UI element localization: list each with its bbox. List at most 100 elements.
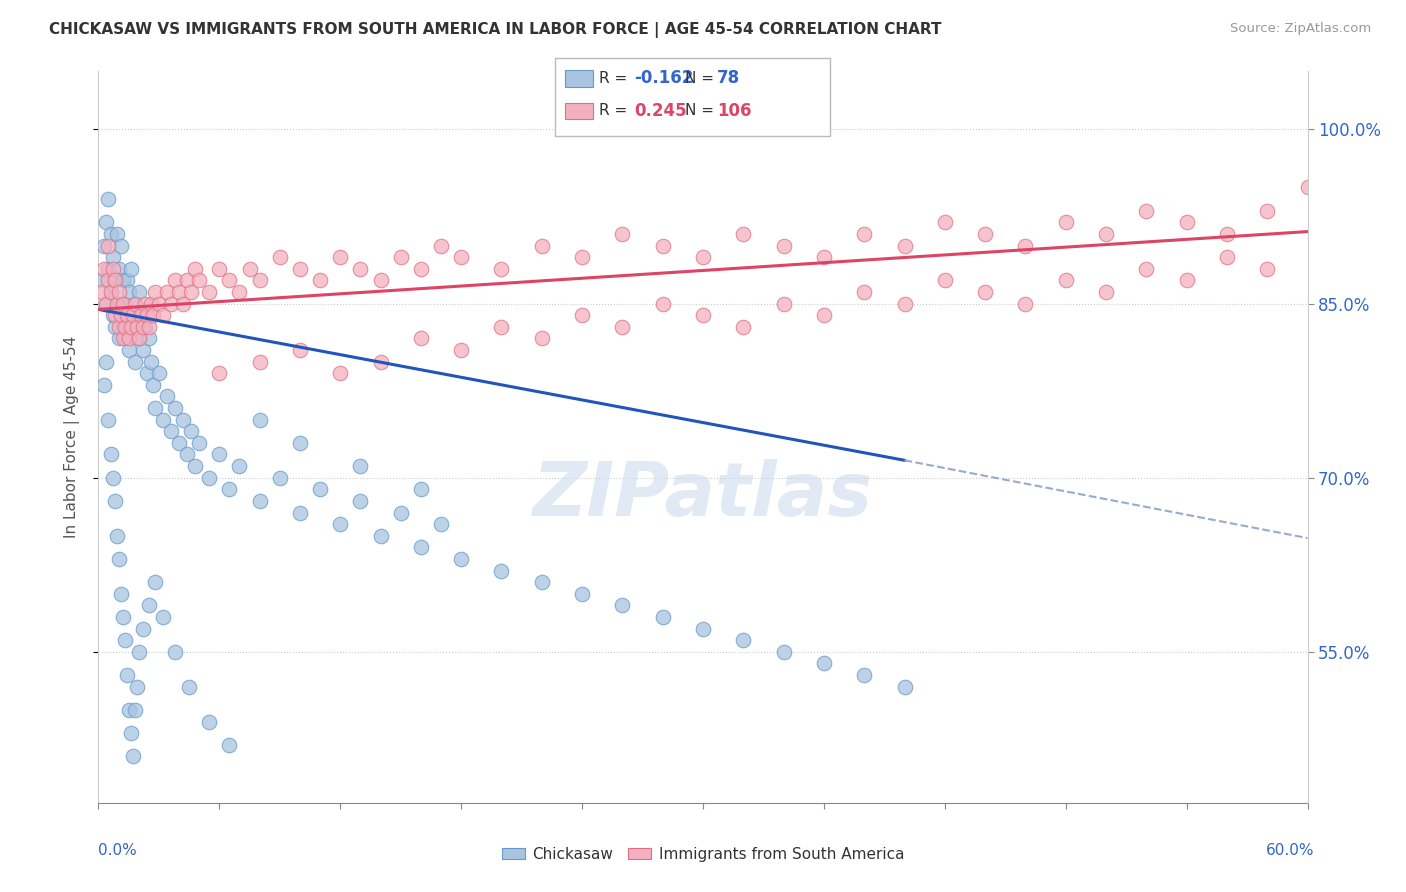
Point xyxy=(105,296,128,310)
Text: 106: 106 xyxy=(717,102,752,120)
Point xyxy=(974,285,997,299)
Point xyxy=(100,448,122,462)
Point xyxy=(571,587,593,601)
Point xyxy=(188,436,211,450)
Point xyxy=(120,726,142,740)
Point xyxy=(853,285,876,299)
Point xyxy=(105,529,128,543)
Point xyxy=(91,285,114,299)
Point xyxy=(163,645,186,659)
Point xyxy=(152,412,174,426)
Point xyxy=(100,227,122,241)
Point xyxy=(152,308,174,322)
Point xyxy=(118,343,141,357)
Point xyxy=(107,285,129,299)
Point xyxy=(772,238,794,252)
Point xyxy=(128,645,150,659)
Point xyxy=(853,227,876,241)
Point xyxy=(138,331,160,345)
Point xyxy=(651,610,673,624)
Point xyxy=(138,599,160,613)
Point xyxy=(491,319,513,334)
Point xyxy=(143,401,166,415)
Point xyxy=(692,622,714,636)
Point xyxy=(934,215,956,229)
Point xyxy=(110,238,132,252)
Point xyxy=(96,296,118,310)
Text: R =: R = xyxy=(599,71,633,86)
Point xyxy=(1135,203,1157,218)
Point xyxy=(111,319,134,334)
Point xyxy=(430,517,453,532)
Text: CHICKASAW VS IMMIGRANTS FROM SOUTH AMERICA IN LABOR FORCE | AGE 45-54 CORRELATIO: CHICKASAW VS IMMIGRANTS FROM SOUTH AMERI… xyxy=(49,22,942,38)
Point xyxy=(329,366,352,380)
Point xyxy=(101,471,124,485)
Point xyxy=(111,296,134,310)
Point xyxy=(142,308,165,322)
Point xyxy=(93,238,115,252)
Point xyxy=(107,261,129,276)
Point xyxy=(530,238,553,252)
Point xyxy=(120,319,142,334)
Point xyxy=(409,331,432,345)
Point xyxy=(129,308,152,322)
Point xyxy=(329,250,352,264)
Point xyxy=(101,250,124,264)
Point xyxy=(409,483,432,497)
Point xyxy=(208,261,231,276)
Text: 0.245: 0.245 xyxy=(634,102,686,120)
Point xyxy=(349,494,371,508)
Point xyxy=(124,703,146,717)
Point xyxy=(172,412,194,426)
Point xyxy=(118,703,141,717)
Point xyxy=(893,680,915,694)
Point xyxy=(114,319,136,334)
Point xyxy=(1216,227,1239,241)
Point xyxy=(163,273,186,287)
Point xyxy=(1135,261,1157,276)
Point xyxy=(612,599,634,613)
Point xyxy=(1054,215,1077,229)
Point xyxy=(107,552,129,566)
Point xyxy=(269,250,291,264)
Point xyxy=(309,273,332,287)
Point xyxy=(813,250,835,264)
Point xyxy=(124,296,146,310)
Text: 78: 78 xyxy=(717,70,740,87)
Text: N =: N = xyxy=(685,71,718,86)
Point xyxy=(105,227,128,241)
Point xyxy=(179,680,201,694)
Point xyxy=(115,273,138,287)
Point xyxy=(107,331,129,345)
Point xyxy=(132,343,155,357)
Point xyxy=(612,319,634,334)
Point xyxy=(139,354,162,368)
Point xyxy=(128,331,150,345)
Point xyxy=(96,215,118,229)
Text: 0.0%: 0.0% xyxy=(98,843,138,858)
Point xyxy=(349,459,371,474)
Point xyxy=(128,285,150,299)
Point xyxy=(143,575,166,590)
Point xyxy=(249,494,271,508)
Text: 60.0%: 60.0% xyxy=(1267,843,1315,858)
Point xyxy=(1095,227,1118,241)
Point xyxy=(100,285,122,299)
Point xyxy=(93,261,115,276)
Point xyxy=(121,319,143,334)
Point xyxy=(110,308,132,322)
Point xyxy=(100,285,122,299)
Point xyxy=(228,285,250,299)
Point xyxy=(114,331,136,345)
Point xyxy=(893,238,915,252)
Point xyxy=(530,575,553,590)
Point xyxy=(111,273,134,287)
Point xyxy=(733,319,755,334)
Point xyxy=(450,343,472,357)
Point xyxy=(111,331,134,345)
Point xyxy=(97,192,120,206)
Point xyxy=(160,296,183,310)
Point xyxy=(249,354,271,368)
Point xyxy=(813,308,835,322)
Point xyxy=(1256,203,1278,218)
